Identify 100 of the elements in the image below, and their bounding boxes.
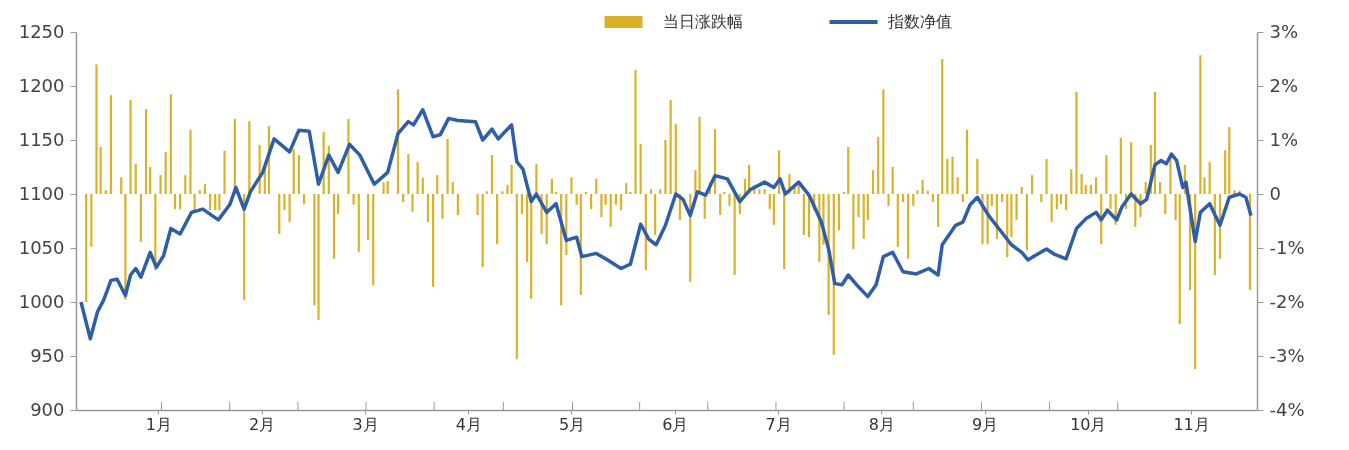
y-tick-label: 1050 bbox=[18, 236, 65, 258]
bar bbox=[1228, 127, 1231, 194]
bar bbox=[595, 178, 598, 194]
y-tick-label: 950 bbox=[30, 344, 65, 366]
bar bbox=[386, 181, 389, 194]
bar bbox=[1105, 155, 1108, 194]
x-tick-label: 6月 bbox=[662, 414, 689, 434]
bar bbox=[575, 194, 578, 205]
bar bbox=[149, 167, 152, 194]
bar bbox=[857, 194, 860, 218]
bar bbox=[120, 177, 123, 194]
bar bbox=[783, 194, 786, 270]
x-tick-label: 9月 bbox=[971, 414, 999, 434]
bar bbox=[946, 158, 949, 194]
bar bbox=[1080, 174, 1083, 194]
bar bbox=[990, 194, 993, 206]
x-tick-label: 10月 bbox=[1070, 414, 1107, 434]
bar bbox=[490, 155, 494, 194]
bar bbox=[99, 147, 102, 194]
bar bbox=[95, 64, 98, 194]
bar bbox=[1025, 194, 1028, 251]
bar bbox=[634, 69, 637, 194]
bar bbox=[520, 194, 524, 214]
bar bbox=[847, 147, 850, 194]
bar bbox=[382, 182, 385, 194]
bar bbox=[292, 149, 295, 194]
bar bbox=[288, 194, 291, 223]
bar bbox=[313, 194, 316, 306]
bar bbox=[698, 116, 701, 194]
legend-label: 指数净值 bbox=[886, 12, 952, 31]
bar bbox=[223, 150, 226, 194]
bar bbox=[411, 194, 414, 212]
bar bbox=[407, 154, 410, 194]
bar bbox=[446, 138, 449, 194]
bar bbox=[896, 194, 899, 247]
x-tick-label: 11月 bbox=[1173, 414, 1210, 434]
bar bbox=[1119, 137, 1122, 194]
bar bbox=[283, 194, 286, 211]
bar bbox=[936, 194, 940, 227]
bar bbox=[496, 194, 499, 245]
bar bbox=[278, 194, 281, 234]
bar bbox=[965, 129, 969, 194]
y2-tick-label: 0 bbox=[1269, 182, 1281, 204]
bar bbox=[144, 109, 148, 194]
y2-tick-label: 1% bbox=[1269, 128, 1299, 150]
bar bbox=[451, 182, 454, 194]
y-tick-label: 1000 bbox=[18, 290, 65, 312]
bar bbox=[481, 194, 484, 267]
bar bbox=[436, 175, 439, 194]
legend-label: 当日涨跌幅 bbox=[662, 12, 743, 31]
bar bbox=[510, 164, 513, 194]
bar bbox=[976, 158, 979, 194]
bar bbox=[337, 194, 340, 214]
bar bbox=[159, 175, 162, 194]
bar bbox=[882, 89, 885, 194]
bar bbox=[550, 178, 553, 194]
bar bbox=[1070, 169, 1073, 194]
bar bbox=[426, 194, 430, 223]
y2-tick-label: 2% bbox=[1269, 74, 1299, 96]
x-tick-label: 7月 bbox=[765, 414, 792, 434]
bar bbox=[941, 59, 944, 194]
bar bbox=[625, 183, 628, 194]
bar bbox=[179, 194, 182, 210]
x-tick-label: 3月 bbox=[352, 414, 379, 434]
y2-tick-label: -3% bbox=[1269, 344, 1305, 366]
bar bbox=[1199, 55, 1202, 194]
bar bbox=[891, 167, 894, 194]
bar bbox=[85, 194, 88, 302]
bar bbox=[104, 190, 107, 194]
bar bbox=[109, 95, 113, 194]
bar bbox=[317, 194, 320, 320]
bar bbox=[1010, 194, 1013, 238]
bar bbox=[1089, 184, 1093, 194]
bar bbox=[357, 194, 360, 252]
bar bbox=[124, 194, 127, 300]
x-tick-label: 4月 bbox=[455, 414, 482, 434]
bar bbox=[1203, 177, 1206, 194]
bar bbox=[184, 175, 187, 194]
bar bbox=[134, 163, 137, 194]
bar bbox=[164, 151, 167, 194]
bar bbox=[189, 129, 192, 194]
bar bbox=[485, 191, 488, 194]
bar bbox=[639, 143, 642, 194]
bar bbox=[664, 140, 667, 194]
y2-tick-label: -4% bbox=[1269, 398, 1305, 420]
bar bbox=[956, 177, 959, 194]
y2-tick-label: -1% bbox=[1269, 236, 1305, 258]
bar bbox=[570, 177, 573, 194]
bar bbox=[198, 190, 201, 194]
bar bbox=[590, 194, 593, 210]
bar bbox=[728, 194, 731, 206]
y2-tick-label: 3% bbox=[1269, 20, 1299, 42]
bar bbox=[416, 162, 419, 194]
x-tick-label: 1月 bbox=[145, 414, 173, 434]
bar bbox=[1159, 182, 1162, 194]
bar bbox=[887, 194, 890, 206]
bar bbox=[852, 194, 855, 250]
bar bbox=[768, 194, 771, 210]
bar bbox=[614, 194, 617, 205]
bar bbox=[654, 194, 657, 236]
